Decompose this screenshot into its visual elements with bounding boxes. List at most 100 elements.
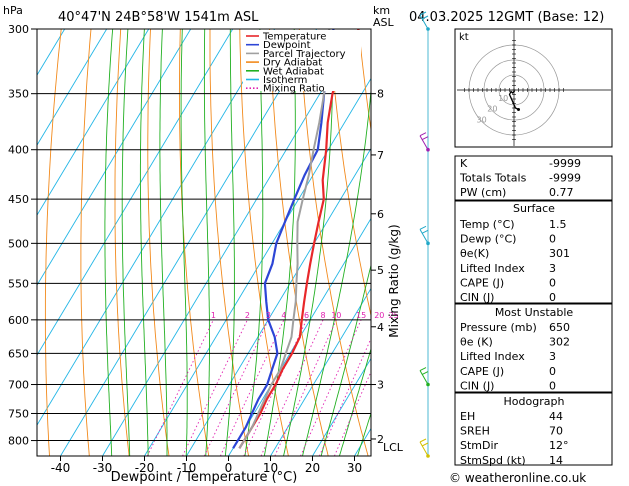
svg-text:PW (cm): PW (cm) — [460, 186, 506, 199]
table-section-title: Most Unstable — [495, 306, 574, 319]
temperature-axis: -40 -30 -20 -10 0 10 20 30 — [51, 456, 362, 475]
altitude-tick-label: 3 — [377, 379, 384, 392]
temperature-tick-label: 10 — [263, 461, 278, 475]
svg-text:CIN (J): CIN (J) — [460, 291, 494, 304]
pressure-tick-label: 750 — [8, 407, 29, 420]
hpa-unit-label: hPa — [3, 4, 23, 17]
wind-barb — [419, 367, 430, 387]
svg-text:Parcel Trajectory: Parcel Trajectory — [263, 49, 346, 60]
profile-lines — [232, 29, 360, 449]
mixing-ratio-label: 1 — [211, 311, 216, 320]
pressure-tick-label: 350 — [8, 88, 29, 101]
legend-item: Mixing Ratio — [246, 84, 325, 95]
location-title: 40°47'N 24B°58'W 1541m ASL — [58, 10, 259, 25]
svg-text:CIN (J): CIN (J) — [460, 379, 494, 392]
svg-text:3: 3 — [549, 262, 556, 275]
copyright: © weatheronline.co.uk — [449, 471, 586, 485]
svg-text:Dewp (°C): Dewp (°C) — [460, 233, 516, 246]
svg-text:Mixing Ratio: Mixing Ratio — [263, 84, 325, 95]
altitude-tick-label: 2 — [377, 433, 384, 446]
svg-text:301: 301 — [549, 247, 570, 260]
temperature-tick-label: -10 — [177, 461, 197, 475]
legend-item: Parcel Trajectory — [246, 49, 346, 60]
svg-text:EH: EH — [460, 410, 475, 423]
svg-text:302: 302 — [549, 336, 570, 349]
temperature-tick-label: 20 — [305, 461, 320, 475]
svg-text:K: K — [460, 157, 468, 170]
mixing-ratio-lines — [146, 319, 371, 456]
svg-text:CAPE (J): CAPE (J) — [460, 276, 504, 289]
pressure-tick-label: 700 — [8, 379, 29, 392]
table-row: Lifted Index 3 — [460, 262, 556, 275]
series-line-dewpoint — [232, 29, 335, 449]
mixing-ratio-label: 15 — [356, 311, 366, 320]
wind-barbs — [419, 11, 430, 458]
table-row: K -9999 — [460, 157, 581, 170]
temperature-tick-label: -20 — [135, 461, 155, 475]
legend-item: Isotherm — [246, 75, 307, 86]
altitude-tick-label: 4 — [377, 321, 384, 334]
series-line-parcel-trajectory — [238, 29, 331, 449]
legend-item: Dewpoint — [246, 40, 311, 51]
table-row: Temp (°C) 1.5 — [459, 218, 567, 231]
table-row: StmSpd (kt) 14 — [460, 454, 563, 467]
mixing-ratio-label: 8 — [321, 311, 326, 320]
pressure-tick-label: 800 — [8, 435, 29, 448]
svg-text:StmDir: StmDir — [460, 439, 499, 452]
km-label: km — [373, 4, 390, 17]
pressure-axis: 300 350 400 450 500 550 600 650 700 750 800 — [8, 23, 37, 448]
svg-text:0: 0 — [549, 365, 556, 378]
svg-text:Temperature: Temperature — [262, 32, 326, 43]
mixing-ratio-labels: 1 2 3 4 6 8 10 15 20 25 — [211, 311, 399, 320]
svg-text:θe (K): θe (K) — [460, 336, 493, 349]
svg-text:0.77: 0.77 — [549, 186, 574, 199]
table-row: StmDir 12° — [460, 439, 569, 452]
svg-text:0: 0 — [549, 379, 556, 392]
svg-text:θe(K): θe(K) — [460, 247, 489, 260]
table-row: Totals Totals -9999 — [459, 172, 581, 185]
svg-text:Pressure (mb): Pressure (mb) — [460, 321, 537, 334]
isobar-lines — [37, 29, 371, 442]
table-row: CAPE (J) 0 — [460, 365, 556, 378]
svg-text:Dewpoint: Dewpoint — [263, 40, 311, 51]
svg-text:Dry Adiabat: Dry Adiabat — [263, 58, 322, 69]
svg-text:StmSpd (kt): StmSpd (kt) — [460, 454, 526, 467]
svg-text:3: 3 — [549, 350, 556, 363]
svg-text:Totals Totals: Totals Totals — [459, 172, 527, 185]
hodograph-unit-label: kt — [459, 32, 469, 43]
svg-text:-9999: -9999 — [549, 172, 581, 185]
mixing-ratio-label: 25 — [389, 311, 399, 320]
altitude-tick-label: 7 — [377, 149, 384, 162]
table-row: PW (cm) 0.77 — [460, 186, 574, 199]
temperature-tick-label: -30 — [93, 461, 113, 475]
pressure-tick-label: 650 — [8, 347, 29, 360]
table-row: SREH 70 — [460, 425, 563, 438]
svg-text:Lifted Index: Lifted Index — [460, 350, 525, 363]
pressure-tick-label: 400 — [8, 144, 29, 157]
table-row: Dewp (°C) 0 — [460, 233, 556, 246]
svg-text:Wet Adiabat: Wet Adiabat — [263, 66, 324, 77]
pressure-tick-label: 500 — [8, 237, 29, 250]
series-line-temperature — [238, 29, 360, 449]
mixing-ratio-label: 20 — [374, 311, 384, 320]
x-axis-title: Dewpoint / Temperature (°C) — [111, 470, 298, 485]
wet-adiabat-lines — [104, 29, 371, 456]
legend-item: Wet Adiabat — [246, 66, 324, 77]
hodograph-trace — [508, 90, 519, 111]
table-section-title: Surface — [513, 202, 555, 215]
asl-label: ASL — [373, 16, 395, 29]
indices-table: K -9999 Totals Totals -9999 PW (cm) 0.77 Surfa… — [454, 155, 613, 467]
temperature-tick-label: 0 — [225, 461, 233, 475]
wind-barb — [419, 438, 430, 458]
svg-text:CAPE (J): CAPE (J) — [460, 365, 504, 378]
svg-text:650: 650 — [549, 321, 570, 334]
altitude-tick-label: 6 — [377, 208, 384, 221]
svg-text:14: 14 — [549, 454, 563, 467]
mixing-ratio-label: 4 — [281, 311, 286, 320]
svg-text:70: 70 — [549, 425, 563, 438]
pressure-tick-label: 450 — [8, 193, 29, 206]
svg-text:0: 0 — [549, 233, 556, 246]
wind-barb — [419, 225, 430, 246]
